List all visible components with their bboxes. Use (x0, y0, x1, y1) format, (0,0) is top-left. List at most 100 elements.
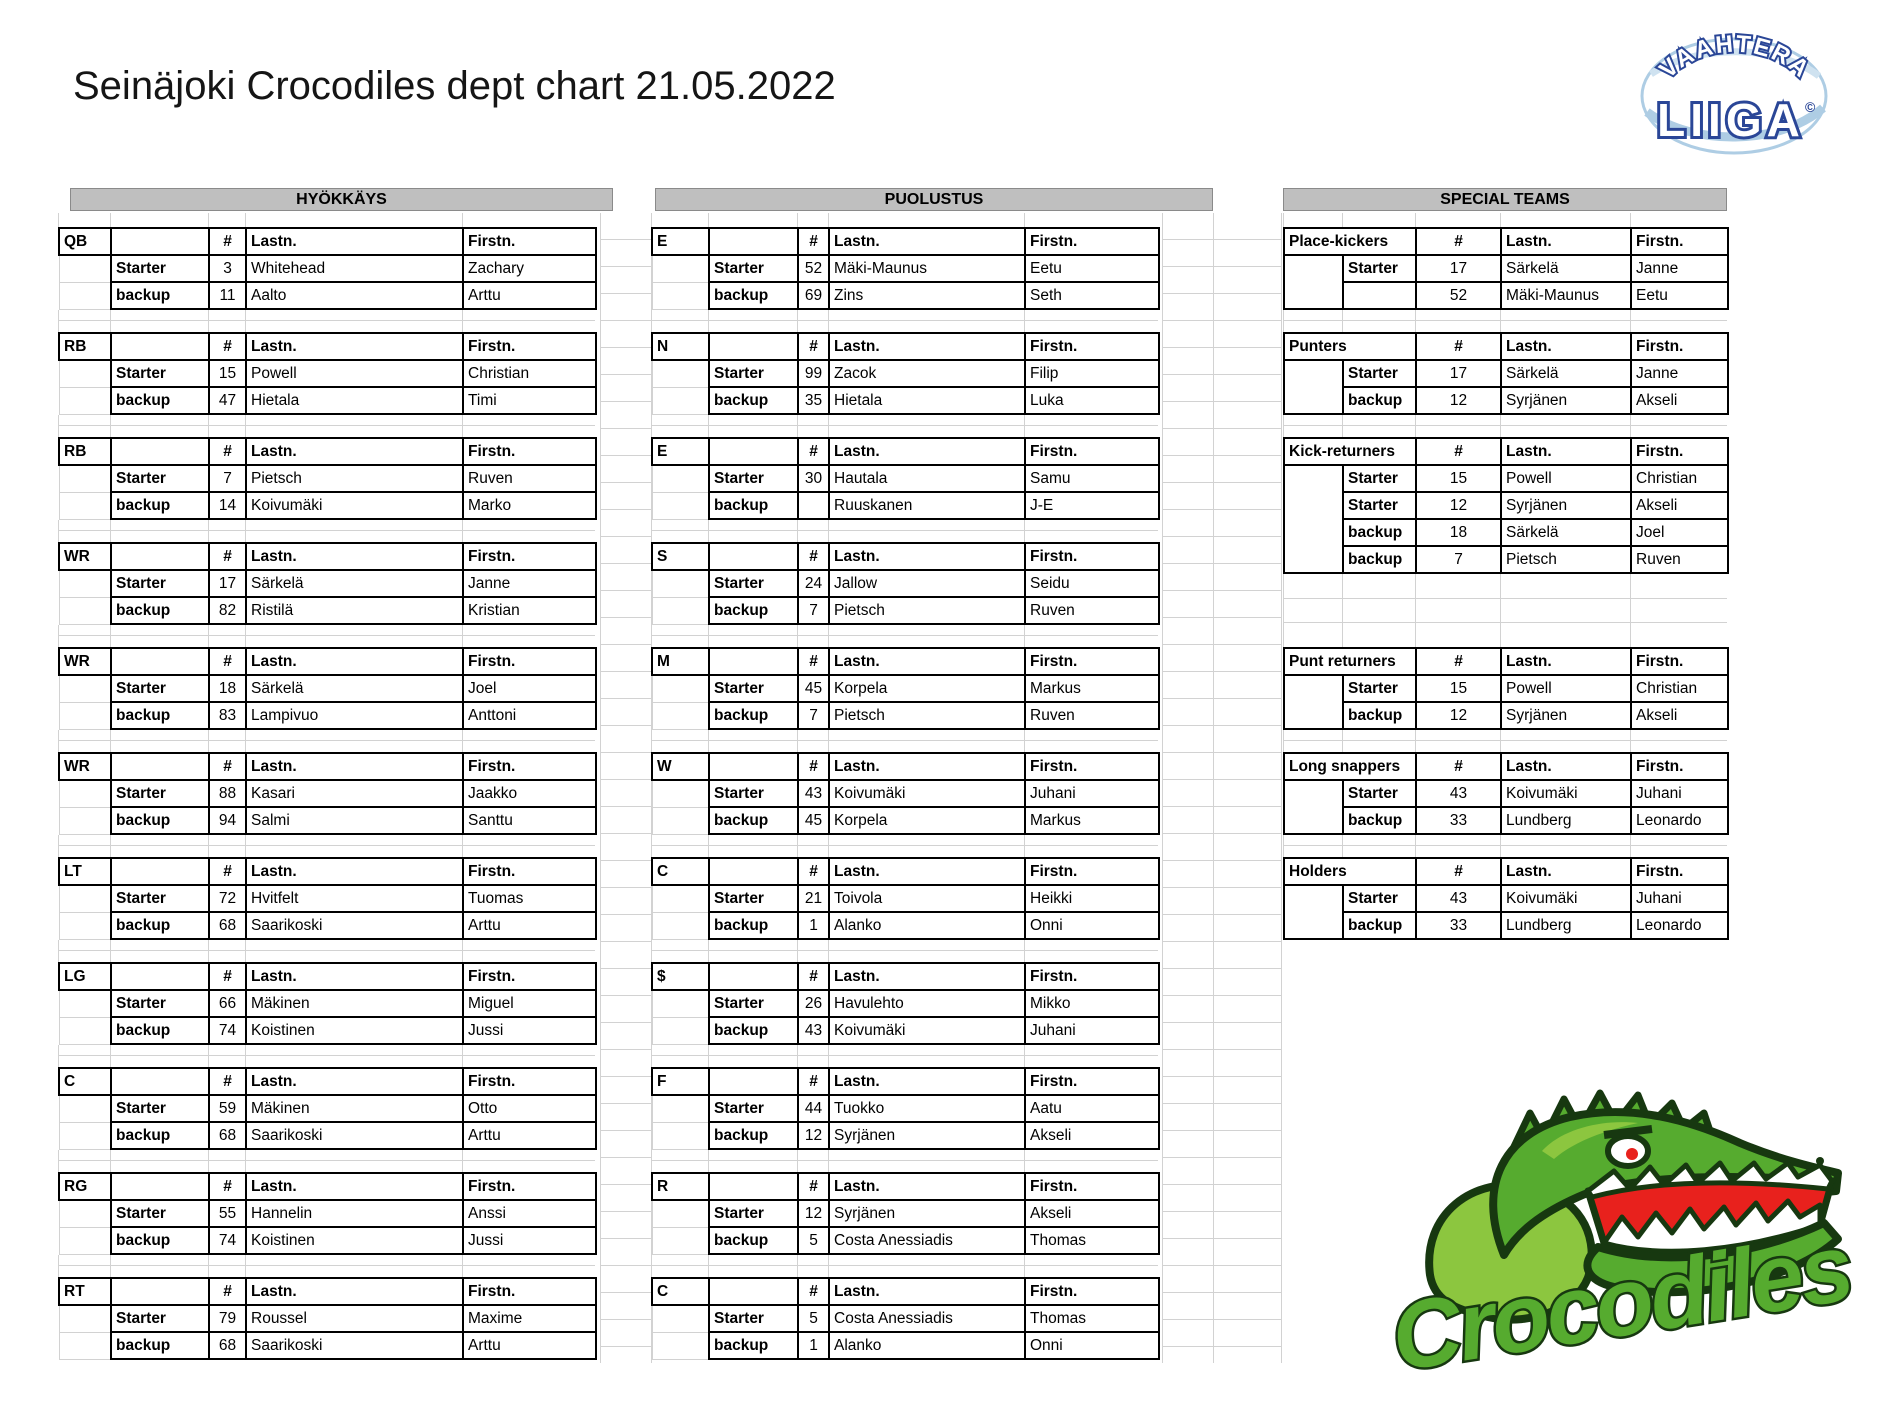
num-header: # (208, 1172, 247, 1201)
first-name: Luka (1024, 386, 1160, 415)
first-name: Arttu (462, 1121, 597, 1150)
section-header-defense: PUOLUSTUS (655, 188, 1213, 211)
jersey-number: 1 (797, 1331, 830, 1360)
position-label: S (651, 542, 710, 571)
role-header-empty (708, 1067, 799, 1096)
first-name: Jaakko (462, 779, 597, 808)
role-header-empty (110, 962, 210, 991)
position-spacer (651, 570, 709, 598)
position-spacer (58, 1017, 111, 1045)
jersey-number: 15 (1415, 674, 1502, 703)
last-name: Syrjänen (1500, 386, 1632, 415)
last-name: Powell (1500, 674, 1632, 703)
first-name: Seidu (1024, 569, 1160, 598)
position-spacer (651, 1095, 709, 1123)
league-logo-swoosh-bottom (1644, 104, 1826, 142)
num-header: # (797, 857, 830, 886)
first-name: Akseli (1630, 701, 1729, 730)
jersey-number: 14 (208, 491, 247, 520)
role-label (1341, 281, 1418, 310)
role-label: backup (708, 491, 799, 520)
position-spacer (58, 387, 111, 415)
position-spacer (651, 885, 709, 913)
jersey-number: 43 (1415, 884, 1502, 913)
grid-gap-row (58, 730, 595, 752)
position-label: RB (58, 332, 112, 361)
jersey-number: 12 (797, 1199, 830, 1228)
first-name: Juhani (1024, 1016, 1160, 1045)
last-name: Syrjänen (1500, 491, 1632, 520)
role-label: Starter (110, 674, 210, 703)
first-name: Aatu (1024, 1094, 1160, 1123)
role-label: backup (708, 1016, 799, 1045)
first-name: Kristian (462, 596, 597, 625)
role-header-empty (110, 752, 210, 781)
role-label: Starter (1342, 491, 1417, 520)
firstname-header: Firstn. (462, 752, 597, 781)
position-spacer (1283, 884, 1344, 940)
role-header-empty (708, 962, 799, 991)
role-label: backup (1342, 701, 1417, 730)
jersey-number: 15 (1415, 464, 1502, 493)
team-logo: Crocodiles (1392, 1089, 1861, 1394)
jersey-number: 7 (208, 464, 247, 493)
firstname-header: Firstn. (462, 332, 597, 361)
last-name: Hannelin (245, 1199, 464, 1228)
role-label: backup (708, 1331, 799, 1360)
group-label: Long snappers (1282, 752, 1418, 781)
role-label: backup (708, 911, 799, 940)
role-label: Starter (1342, 884, 1417, 913)
gridline-gutter (600, 213, 652, 1363)
role-label: backup (110, 386, 210, 415)
jersey-number: 12 (1415, 701, 1502, 730)
firstname-header: Firstn. (462, 542, 597, 571)
role-header-empty (110, 1172, 210, 1201)
last-name: Alanko (828, 1331, 1026, 1360)
role-label: backup (110, 1331, 210, 1360)
position-spacer (58, 360, 111, 388)
first-name: Otto (462, 1094, 597, 1123)
jersey-number: 52 (1415, 281, 1503, 310)
firstname-header: Firstn. (462, 1172, 597, 1201)
grid-gap-row (651, 940, 1158, 962)
position-spacer (651, 912, 709, 940)
jersey-number: 17 (1415, 359, 1502, 388)
last-name: Hietala (828, 386, 1026, 415)
jersey-number: 30 (797, 464, 830, 493)
role-label: Starter (708, 1094, 799, 1123)
first-name: Jussi (462, 1016, 597, 1045)
last-name: Saarikoski (245, 1331, 464, 1360)
role-label: Starter (708, 569, 799, 598)
last-name: Mäkinen (245, 1094, 464, 1123)
role-header-empty (708, 1277, 799, 1306)
first-name: Markus (1024, 674, 1160, 703)
num-header: # (797, 227, 830, 256)
last-name: Koivumäki (245, 491, 464, 520)
jersey-number: 83 (208, 701, 247, 730)
grid-gap-row (58, 520, 595, 542)
last-name: Koistinen (245, 1226, 464, 1255)
num-header: # (1415, 227, 1503, 256)
role-label: backup (708, 701, 799, 730)
jersey-number: 68 (208, 1121, 247, 1150)
role-label: backup (1342, 386, 1417, 415)
lastname-header: Lastn. (1500, 647, 1632, 676)
grid-gap-row (58, 1045, 595, 1067)
jersey-number: 99 (797, 359, 830, 388)
first-name: Christian (1630, 674, 1729, 703)
role-label: backup (110, 281, 210, 310)
last-name: Korpela (828, 674, 1026, 703)
firstname-header: Firstn. (462, 962, 597, 991)
lastname-header: Lastn. (1500, 332, 1632, 361)
first-name: Janne (1630, 359, 1729, 388)
position-label: R (651, 1172, 710, 1201)
position-table: RG # Lastn. Firstn. Starter 55 Hannelin Anssi ba… (58, 1172, 597, 1255)
lastname-header: Lastn. (828, 437, 1026, 466)
role-label: Starter (110, 779, 210, 808)
grid-gap-row (651, 1150, 1158, 1172)
jersey-number: 11 (208, 281, 247, 310)
position-spacer (651, 1332, 709, 1360)
num-header: # (208, 752, 247, 781)
role-header-empty (708, 1172, 799, 1201)
role-label: Starter (110, 464, 210, 493)
